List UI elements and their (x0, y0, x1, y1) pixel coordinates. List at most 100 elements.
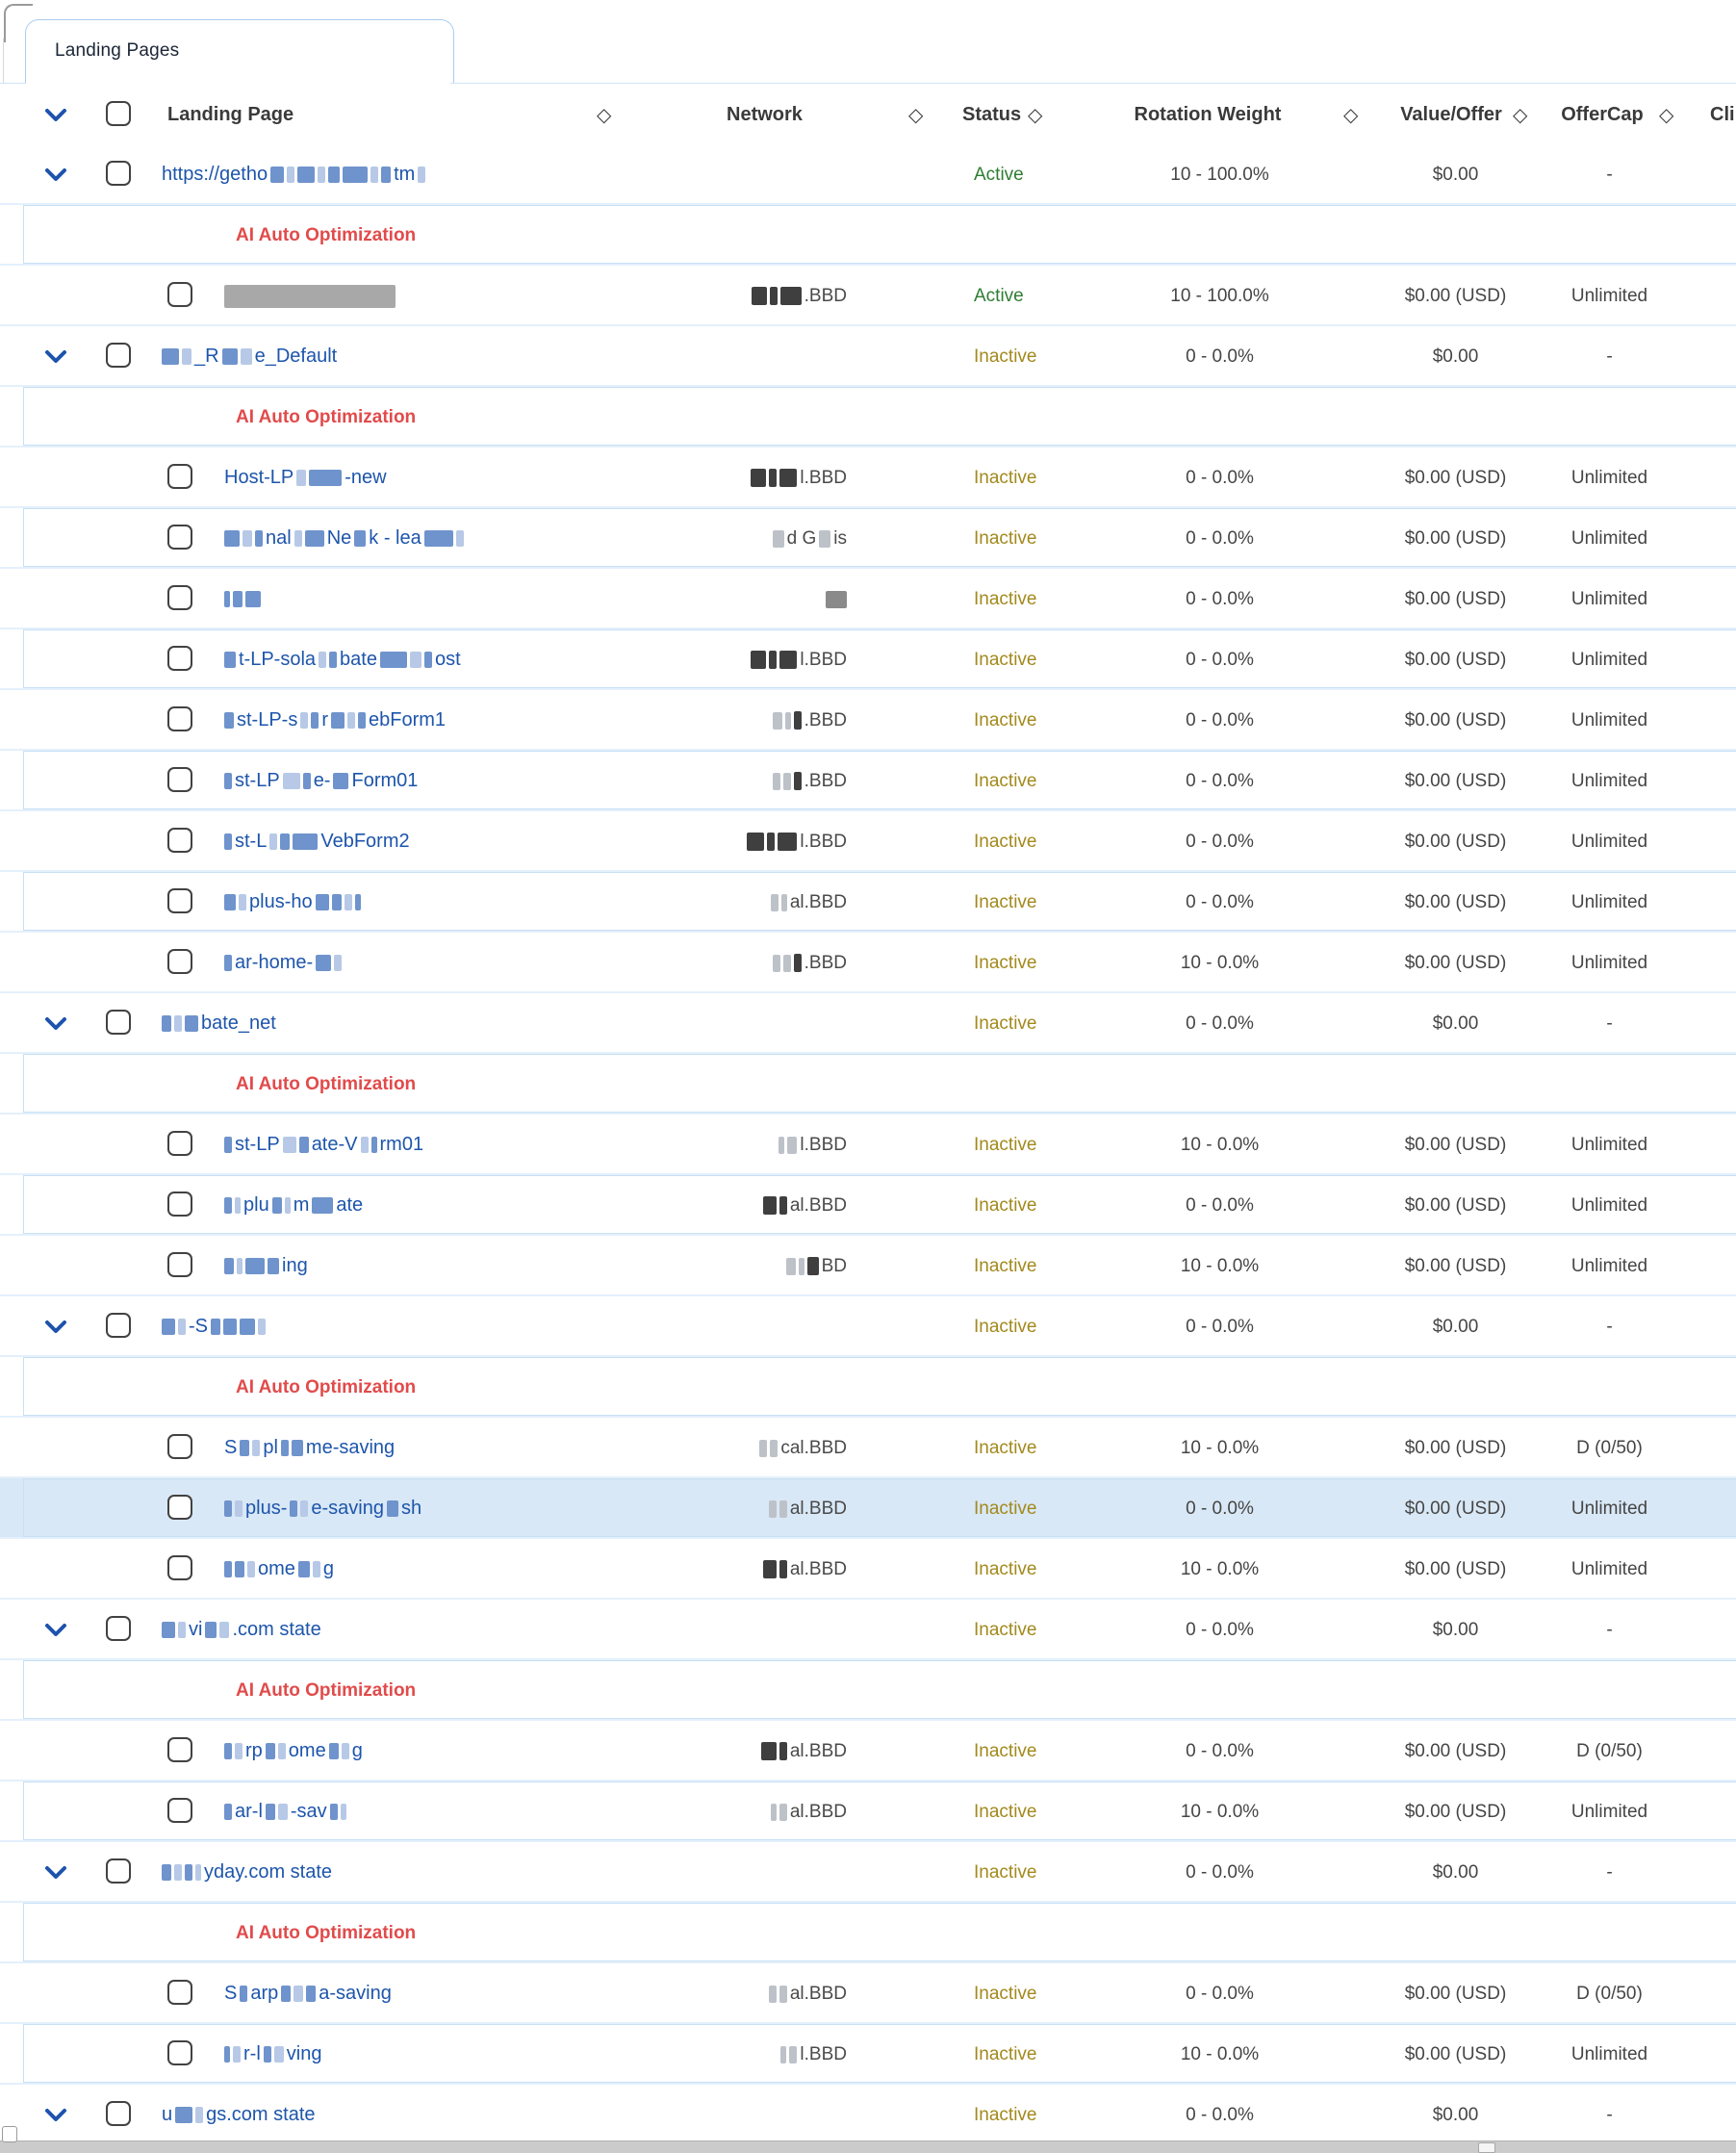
landing-page-link[interactable]: ing (224, 1236, 308, 1296)
row-checkbox[interactable] (106, 1313, 131, 1338)
row-checkbox[interactable] (167, 464, 192, 489)
text-fragment: BD (821, 1255, 847, 1276)
rotation-weight-value (1107, 387, 1333, 448)
landing-page-link[interactable]: r-l ving (224, 2024, 321, 2085)
offer-cap-value: Unlimited (1570, 1255, 1648, 1276)
text-fragment: plu (243, 1194, 269, 1216)
row-checkbox[interactable] (167, 646, 192, 671)
expand-chevron-icon[interactable] (44, 1016, 67, 1032)
row-checkbox[interactable] (167, 706, 192, 731)
landing-page-link[interactable]: plu m ate (224, 1175, 363, 1236)
tab-landing-pages[interactable]: Landing Pages (25, 19, 454, 84)
expand-chevron-icon[interactable] (44, 167, 67, 183)
redacted-text-block (328, 1743, 339, 1759)
landing-page-link[interactable]: st-LP e- Form01 (224, 751, 418, 811)
row-checkbox[interactable] (167, 1131, 192, 1156)
redacted-text-block (273, 2046, 284, 2063)
redacted-text-block (224, 1500, 232, 1517)
landing-page-link[interactable]: rp ome g (224, 1721, 363, 1781)
header-collapse-all-chevron-icon[interactable] (44, 108, 67, 123)
text-fragment: VebForm2 (320, 831, 410, 852)
landing-page-link[interactable]: u gs.com state (162, 2085, 316, 2145)
row-checkbox[interactable] (106, 1858, 131, 1884)
row-checkbox[interactable] (167, 282, 192, 307)
scrollbar-thumb[interactable] (1478, 2142, 1495, 2153)
row-checkbox[interactable] (106, 1616, 131, 1641)
expand-chevron-icon[interactable] (44, 2108, 67, 2123)
redacted-text-block (770, 1439, 779, 1457)
landing-page-link[interactable]: https://getho tm (162, 144, 426, 205)
landing-page-link[interactable]: nal Ne k - lea (224, 508, 464, 569)
horizontal-scrollbar[interactable] (0, 2140, 1736, 2153)
text-fragment: yday.com state (204, 1861, 333, 1883)
expand-chevron-icon[interactable] (44, 1865, 67, 1881)
landing-page-link[interactable] (224, 266, 396, 326)
landing-page-link[interactable] (224, 569, 261, 629)
landing-page-link[interactable]: st-LP ate-V rm01 (224, 1115, 423, 1175)
row-checkbox[interactable] (167, 1495, 192, 1520)
row-checkbox[interactable] (167, 949, 192, 974)
offer-cap-value (1525, 1054, 1694, 1115)
row-checkbox[interactable] (167, 1798, 192, 1823)
redacted-text-block (277, 1743, 286, 1759)
row-checkbox[interactable] (106, 343, 131, 368)
landing-page-link[interactable]: plus-ho (224, 872, 361, 933)
row-checkbox[interactable] (167, 1434, 192, 1459)
row-checkbox[interactable] (167, 525, 192, 550)
status-badge: Inactive (974, 1619, 1037, 1640)
scrollbar-left-handle[interactable] (2, 2126, 17, 2142)
redacted-text-block (328, 167, 341, 183)
row-checkbox[interactable] (167, 767, 192, 792)
status-badge (974, 205, 1118, 266)
ai-auto-optimization-label: AI Auto Optimization (236, 406, 417, 427)
landing-page-link[interactable]: st-L VebForm2 (224, 811, 410, 872)
redacted-text-block (779, 1560, 787, 1578)
row-checkbox[interactable] (167, 1737, 192, 1762)
header-select-all-checkbox[interactable] (106, 101, 131, 126)
sort-icon-value-offer[interactable]: ◇ (1513, 104, 1528, 126)
expand-chevron-icon[interactable] (44, 1320, 67, 1335)
landing-page-link[interactable]: ar-l -sav (224, 1781, 346, 1842)
tab-gap (26, 81, 450, 85)
row-checkbox[interactable] (167, 888, 192, 913)
row-checkbox[interactable] (167, 2040, 192, 2065)
sort-icon-network[interactable]: ◇ (908, 104, 924, 126)
row-checkbox[interactable] (106, 2101, 131, 2126)
landing-page-link[interactable]: vi .com state (162, 1600, 321, 1660)
row-checkbox[interactable] (167, 828, 192, 853)
row-checkbox[interactable] (106, 161, 131, 186)
sort-icon-status[interactable]: ◇ (1028, 104, 1043, 126)
landing-page-link[interactable]: bate_net (162, 993, 276, 1054)
row-checkbox[interactable] (167, 1555, 192, 1580)
landing-page-link[interactable]: plus-e-saving sh (224, 1478, 421, 1539)
text-fragment: g (322, 1558, 335, 1579)
network-value (616, 1357, 847, 1418)
row-checkbox[interactable] (167, 1980, 192, 2005)
landing-page-link[interactable]: t-LP-sola bate ost (224, 629, 461, 690)
text-fragment: m (293, 1194, 310, 1216)
value-offer-value: $0.00 (USD) (1404, 952, 1507, 973)
sort-icon-landing-page[interactable]: ◇ (597, 104, 612, 126)
row-checkbox[interactable] (167, 1252, 192, 1277)
landing-page-link[interactable]: Host-LP -new (224, 448, 387, 508)
rotation-weight-value (1107, 1660, 1333, 1721)
rotation-weight-value: 0 - 0.0% (1186, 1012, 1254, 1034)
landing-page-link[interactable]: ome g (224, 1539, 334, 1600)
redacted-text-block (185, 1864, 192, 1881)
expand-chevron-icon[interactable] (44, 349, 67, 365)
row-checkbox[interactable] (106, 1010, 131, 1035)
landing-page-link[interactable]: _R e_Default (162, 326, 337, 387)
landing-page-link[interactable]: -S (162, 1296, 266, 1357)
landing-page-link[interactable]: st-LP-s r ebForm1 (224, 690, 446, 751)
status-badge: Inactive (974, 831, 1037, 852)
landing-page-link[interactable]: ar-home- (224, 933, 343, 993)
landing-page-link[interactable]: yday.com state (162, 1842, 332, 1903)
sort-icon-offer-cap[interactable]: ◇ (1659, 104, 1674, 126)
row-checkbox[interactable] (167, 585, 192, 610)
expand-chevron-icon[interactable] (44, 1623, 67, 1638)
sort-icon-rotation-weight[interactable]: ◇ (1343, 104, 1359, 126)
redacted-text-block (331, 894, 342, 910)
row-checkbox[interactable] (167, 1192, 192, 1217)
